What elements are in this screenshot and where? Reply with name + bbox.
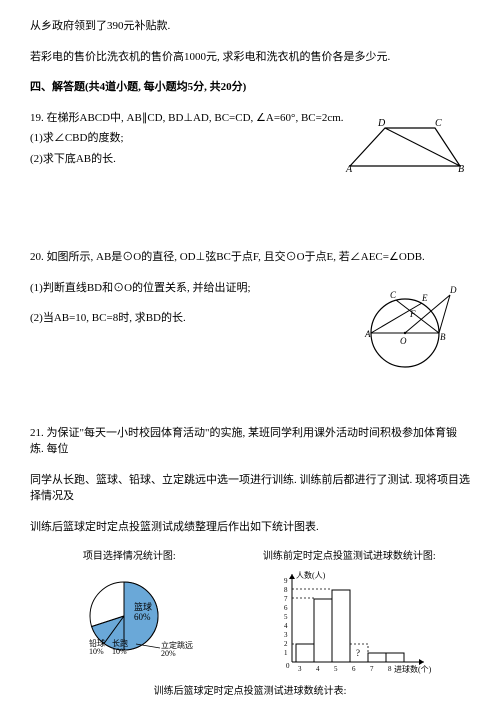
bar-7 — [368, 653, 386, 662]
q21-bar-title: 训练前定时定点投篮测试进球数统计图: — [263, 549, 436, 564]
q21-block: 21. 为保证"每天一小时校园体育活动"的实施, 某班同学利用课外活动时间积极参… — [30, 425, 470, 700]
q19-label-D: D — [377, 118, 386, 129]
q21-bar-chart: 人数(人) 进球数(个) 1 2 3 4 5 6 7 8 9 — [264, 568, 434, 678]
q21-line2: 同学从长跑、篮球、铅球、立定跳远中选一项进行训练. 训练前后都进行了测试. 现将… — [30, 472, 470, 505]
bar-6-qmark: ? — [356, 648, 360, 658]
q20-label-E: E — [421, 293, 428, 303]
q19-label-A: A — [345, 164, 353, 175]
bar-8 — [386, 653, 404, 662]
svg-text:2: 2 — [284, 640, 288, 648]
pie-pct-lidingtiaoyuan: 20% — [161, 649, 176, 658]
q20-stem: 20. 如图所示, AB是⊙O的直径, OD⊥弦BC于点F, 且交⊙O于点E, … — [30, 249, 470, 266]
svg-text:6: 6 — [352, 665, 356, 673]
q21-pie-chart: 篮球 60% 立定跳远 20% 长跑 10% 铅球 10% — [64, 568, 194, 663]
svg-text:9: 9 — [284, 577, 288, 585]
q21-line1: 21. 为保证"每天一小时校园体育活动"的实施, 某班同学利用课外活动时间积极参… — [30, 425, 470, 458]
intro-line-1: 从乡政府领到了390元补贴款. — [30, 18, 470, 35]
bar-xticks: 3 4 5 6 7 8 — [298, 665, 392, 673]
q20-label-O: O — [400, 336, 407, 346]
bar-ylabel: 人数(人) — [296, 570, 326, 580]
svg-text:3: 3 — [284, 631, 288, 639]
pie-pct-basketball: 60% — [134, 612, 151, 622]
bar-3 — [296, 644, 314, 662]
svg-text:7: 7 — [284, 595, 288, 603]
section-4-title: 四、解答题(共4道小题, 每小题均5分, 共20分) — [30, 79, 470, 96]
svg-text:8: 8 — [388, 665, 392, 673]
svg-text:1: 1 — [284, 649, 288, 657]
q20-label-B: B — [440, 332, 446, 342]
svg-text:5: 5 — [334, 665, 338, 673]
pie-pct-qianqiu: 10% — [89, 647, 104, 656]
svg-text:4: 4 — [284, 622, 288, 630]
q20-circle-figure: A B C D E F O — [350, 283, 470, 373]
svg-text:6: 6 — [284, 604, 288, 612]
intro-line-2: 若彩电的售价比洗衣机的售价高1000元, 求彩电和洗衣机的售价各是多少元. — [30, 49, 470, 66]
q19-trapezoid-figure: A B C D — [340, 116, 470, 176]
q19-label-C: C — [435, 118, 442, 129]
svg-text:3: 3 — [298, 665, 302, 673]
svg-text:5: 5 — [284, 613, 288, 621]
q20-label-A: A — [364, 329, 371, 339]
q20-label-D: D — [449, 285, 457, 295]
q21-below-caption: 训练后篮球定时定点投篮测试进球数统计表: — [30, 684, 470, 699]
svg-text:4: 4 — [316, 665, 320, 673]
q19-label-B: B — [458, 164, 464, 175]
q19-block: 19. 在梯形ABCD中, AB∥CD, BD⊥AD, BC=CD, ∠A=60… — [30, 110, 470, 168]
q21-chart-row: 项目选择情况统计图: 篮球 60% 立定跳远 20% 长跑 10% 铅球 — [30, 549, 470, 678]
q21-pie-column: 项目选择情况统计图: 篮球 60% 立定跳远 20% 长跑 10% 铅球 — [64, 549, 194, 663]
bar-5 — [332, 590, 350, 662]
bar-4 — [314, 599, 332, 662]
q21-pie-title: 项目选择情况统计图: — [83, 549, 176, 564]
pie-label-basketball: 篮球 — [134, 601, 152, 612]
bar-xlabel: 进球数(个) — [394, 664, 432, 674]
q20-block: 20. 如图所示, AB是⊙O的直径, OD⊥弦BC于点F, 且交⊙O于点E, … — [30, 249, 470, 327]
q20-label-F: F — [409, 309, 416, 319]
q21-bar-column: 训练前定时定点投篮测试进球数统计图: 人数(人) 进球数(个) 1 2 3 4 … — [263, 549, 436, 678]
bar-yticks: 1 2 3 4 5 6 7 8 9 — [284, 577, 288, 657]
svg-text:7: 7 — [370, 665, 374, 673]
q20-label-C: C — [390, 290, 397, 300]
q21-line3: 训练后篮球定时定点投篮测试成绩整理后作出如下统计图表. — [30, 519, 470, 536]
origin-zero: 0 — [286, 662, 290, 670]
svg-text:8: 8 — [284, 586, 288, 594]
pie-pct-changpao: 10% — [112, 647, 127, 656]
